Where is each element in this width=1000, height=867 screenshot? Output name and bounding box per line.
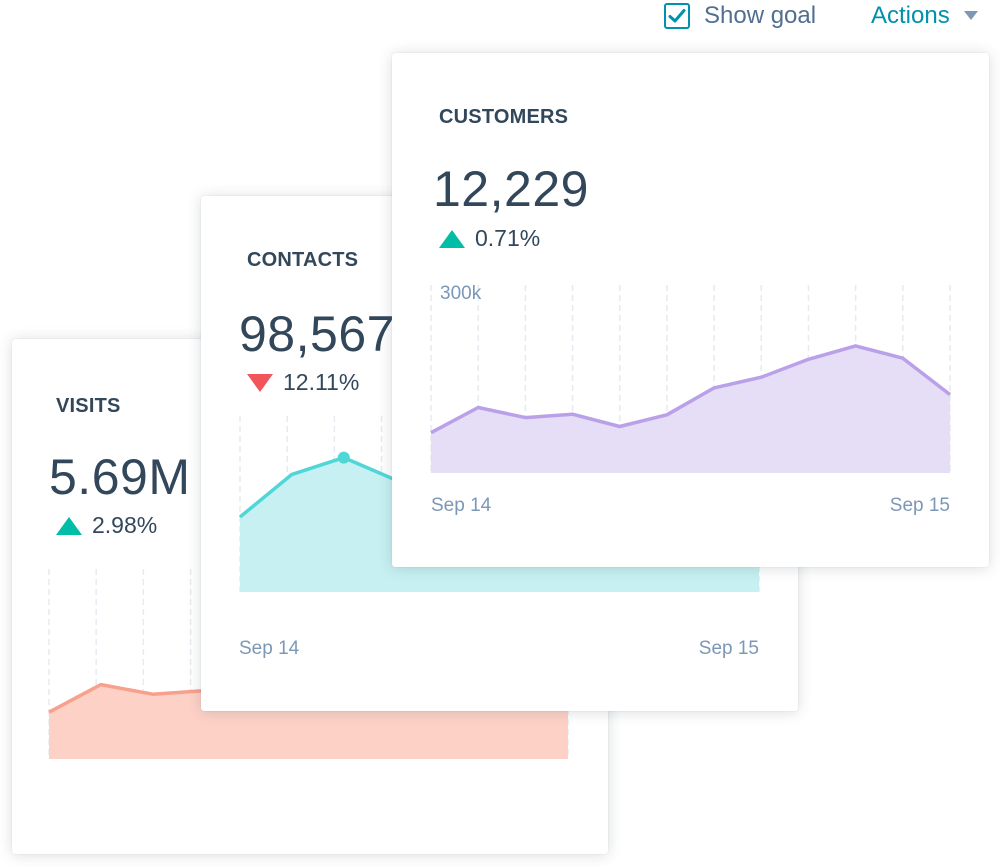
card-value: 5.69M	[49, 449, 191, 505]
x-axis-start-label: Sep 14	[431, 495, 492, 516]
y-axis-max-label: 300k	[440, 283, 482, 304]
card-change: 0.71%	[439, 225, 540, 252]
trend-up-icon	[439, 229, 465, 248]
x-axis-start-label: Sep 14	[239, 638, 300, 659]
change-percent: 12.11%	[283, 369, 360, 395]
card-value: 98,567	[239, 306, 395, 362]
customers-chart: 300k Sep 14 Sep 15	[430, 283, 952, 516]
trend-up-icon	[56, 516, 82, 535]
chart-line	[430, 344, 952, 435]
change-percent: 2.98%	[92, 512, 158, 538]
change-percent: 0.71%	[475, 225, 541, 251]
actions-dropdown[interactable]: Actions	[871, 2, 978, 30]
show-goal-toggle[interactable]: Show goal	[664, 2, 816, 30]
chart-area	[431, 345, 950, 473]
data-point	[337, 451, 350, 464]
card-title: CONTACTS	[247, 249, 359, 271]
show-goal-checkbox[interactable]	[664, 3, 690, 29]
show-goal-label: Show goal	[704, 2, 817, 29]
card-title: CUSTOMERS	[439, 106, 569, 128]
card-value: 12,229	[433, 161, 589, 217]
caret-down-icon	[963, 11, 978, 20]
card-change: 12.11%	[247, 369, 359, 396]
checkmark-icon	[668, 9, 686, 23]
customers-card[interactable]: CUSTOMERS 12,229 0.71% 300k Sep 14 Sep 1…	[392, 53, 989, 567]
card-title: VISITS	[56, 395, 121, 417]
card-change: 2.98%	[56, 512, 157, 539]
trend-down-icon	[247, 373, 273, 392]
x-axis-end-label: Sep 15	[890, 495, 950, 516]
actions-label: Actions	[871, 2, 950, 29]
x-axis-end-label: Sep 15	[699, 638, 759, 659]
